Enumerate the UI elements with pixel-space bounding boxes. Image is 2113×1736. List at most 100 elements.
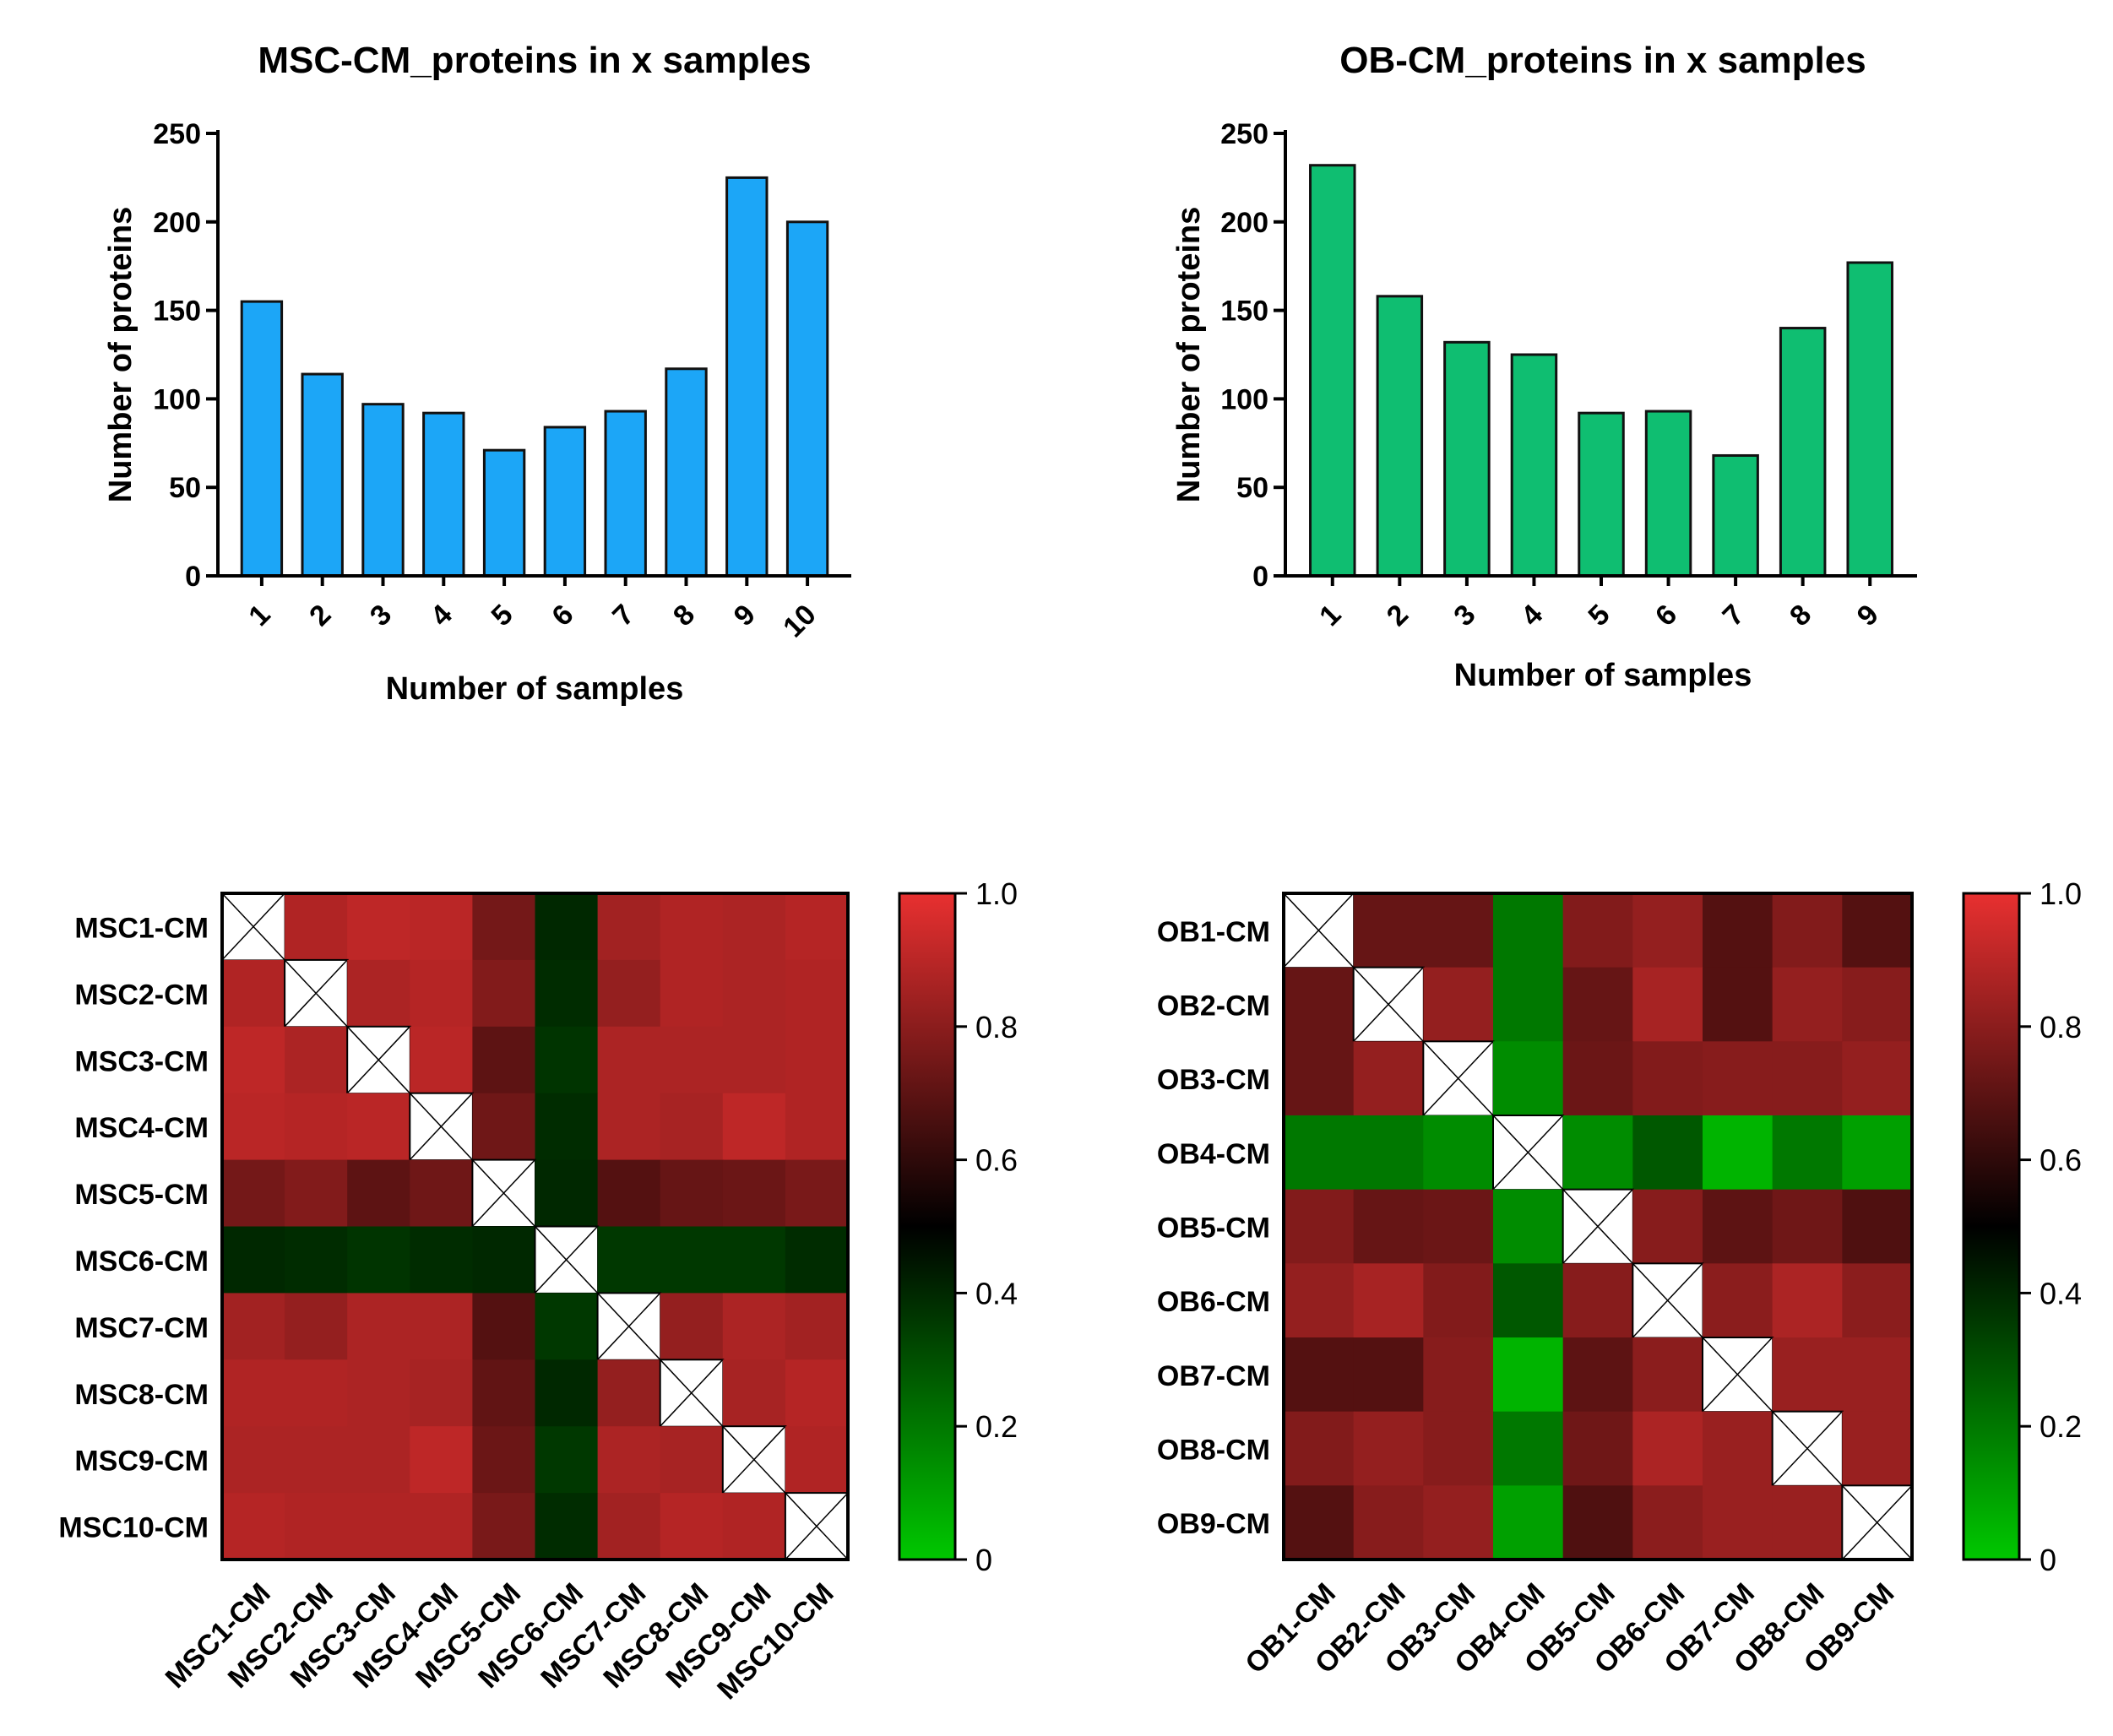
diagonal-cross [1632, 1262, 1703, 1338]
diagonal-cross [722, 1425, 786, 1494]
heatmap-cell [1772, 1485, 1844, 1560]
heatmap-cell [1562, 893, 1634, 968]
diagonal-cross [1283, 892, 1355, 968]
heatmap-cell [285, 1426, 348, 1494]
y-axis-label: Number of proteins [1171, 207, 1207, 502]
heatmap-cell [285, 1026, 348, 1094]
heatmap-cell [347, 1293, 411, 1361]
x-tick-label: 6 [1649, 599, 1683, 632]
heatmap-cell [1353, 1337, 1425, 1413]
diagonal-cross [1562, 1189, 1633, 1264]
heatmap-cell [285, 1226, 348, 1294]
bar [1644, 410, 1692, 578]
heatmap-cell [1493, 893, 1564, 968]
y-tick-label: 150 [1220, 296, 1268, 328]
axes-frame [1284, 130, 1917, 578]
heatmap-cell [410, 1293, 474, 1361]
heatmap-cell [1493, 1263, 1564, 1338]
heatmap-cell [285, 1359, 348, 1427]
colorbar-tick-label: 0.8 [975, 1010, 1018, 1044]
heatmap-cell [1703, 1189, 1774, 1265]
x-axis-label: Number of samples [386, 671, 684, 707]
axes-frame [216, 130, 851, 578]
colorbar-tick-label: 0.2 [975, 1409, 1018, 1444]
diagonal-cross [1353, 967, 1424, 1042]
heatmap-cell [1493, 1337, 1564, 1413]
heatmap-cell [1632, 1115, 1703, 1191]
heatmap-cell [785, 1159, 849, 1228]
heatmap-cell [1562, 1485, 1634, 1560]
heatmap-cell [1842, 967, 1913, 1043]
heatmap-cell [597, 1426, 661, 1494]
y-tick-label: 250 [1220, 118, 1268, 150]
heatmap-cell [1703, 1411, 1774, 1487]
heatmap-cell [347, 959, 411, 1028]
bar [361, 403, 405, 578]
heatmap-cell [722, 1493, 786, 1560]
heatmap-cell [722, 893, 786, 961]
colorbar-tick-label: 1.0 [2040, 876, 2082, 911]
bar [1309, 164, 1356, 578]
heatmap-cell [722, 1359, 786, 1427]
chart-title: MSC-CM_proteins in x samples [258, 40, 811, 81]
colorbar-tick-label: 0 [975, 1543, 992, 1577]
heatmap-cell [535, 1426, 599, 1494]
heatmap-cell [410, 1026, 474, 1094]
heatmap-cell [347, 893, 411, 961]
heatmap-cell [1632, 1189, 1703, 1265]
row-label: MSC4-CM [74, 1112, 209, 1144]
heatmap-cell [785, 1293, 849, 1361]
heatmap-cell [535, 1359, 599, 1427]
row-label: OB4-CM [1157, 1138, 1270, 1170]
row-label: OB5-CM [1157, 1212, 1270, 1245]
heatmap-cell [222, 1359, 285, 1427]
heatmap-cell [1423, 1337, 1494, 1413]
heatmap-cell [1423, 1115, 1494, 1191]
heatmap-cell [1423, 1189, 1494, 1265]
diagonal-cross [785, 1492, 849, 1560]
diagonal-cross [471, 1159, 536, 1228]
heatmap-cell [785, 893, 849, 961]
diagonal-cross [1492, 1115, 1564, 1191]
colorbar-tick-label: 0.6 [2040, 1143, 2082, 1178]
x-tick-label: 9 [728, 599, 762, 632]
heatmap-cell [660, 959, 724, 1028]
bar [1712, 453, 1759, 578]
heatmap-cell [1562, 1411, 1634, 1487]
heatmap-cell [1772, 1115, 1844, 1191]
heatmap-cell [597, 1493, 661, 1560]
x-tick-label: 1 [242, 599, 276, 632]
heatmap-cell [535, 1493, 599, 1560]
x-tick-label: 2 [303, 599, 337, 632]
heatmap-cell [597, 1226, 661, 1294]
heatmap-cell [785, 1359, 849, 1427]
heatmap-cell [347, 1226, 411, 1294]
heatmap-cell [535, 1093, 599, 1161]
bar [665, 367, 708, 578]
heatmap-cell [722, 1026, 786, 1094]
heatmap-cell [1772, 1337, 1844, 1413]
heatmap-cell [472, 1493, 536, 1560]
bar-chart-ob: OB-CM_proteins in x samples Number of sa… [1171, 40, 1917, 693]
x-tick-label: 6 [546, 599, 579, 632]
heatmap-cell [410, 1226, 474, 1294]
colorbar-tick-label: 0 [2040, 1543, 2056, 1577]
heatmap-cell [347, 1093, 411, 1161]
x-tick-label: 1 [1313, 599, 1347, 632]
heatmap-cell [1842, 1115, 1913, 1191]
bar [785, 220, 829, 578]
heatmap-cell [660, 893, 724, 961]
heatmap-cell [660, 1026, 724, 1094]
x-tick-label: 4 [1515, 599, 1549, 632]
heatmap-cell [1842, 1041, 1913, 1116]
diagonal-cross [1422, 1040, 1494, 1116]
heatmap-cell [472, 1359, 536, 1427]
heatmap-cell [347, 1493, 411, 1560]
heatmap-cell [597, 1159, 661, 1228]
bar [1779, 327, 1827, 578]
chart-title: OB-CM_proteins in x samples [1339, 40, 1866, 81]
heatmap-cell [1772, 1189, 1844, 1265]
heatmap-cell [347, 1159, 411, 1228]
bar [1510, 353, 1558, 578]
row-label: MSC6-CM [74, 1245, 209, 1278]
